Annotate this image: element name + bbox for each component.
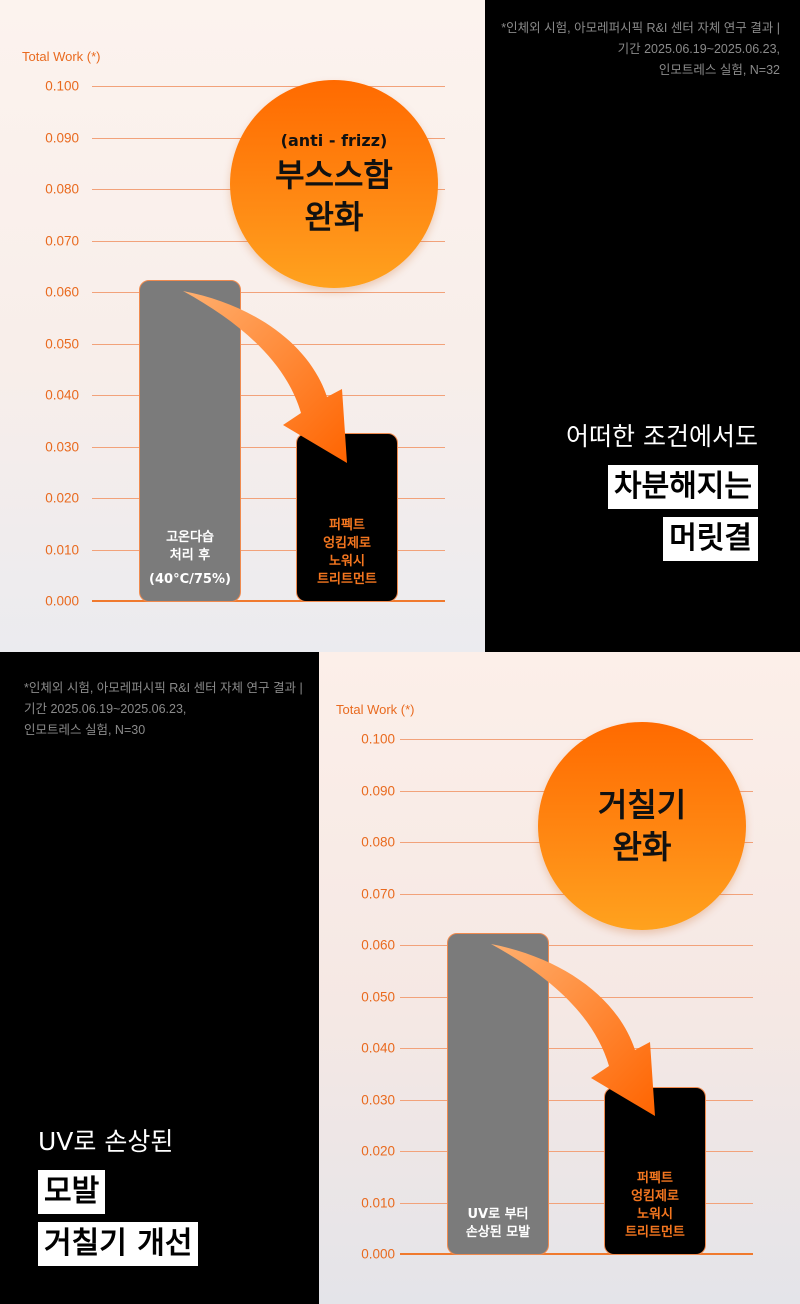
y-tick-label: 0.100 <box>361 731 395 747</box>
headline-highlight: 차분해지는 <box>608 465 758 509</box>
y-tick-label: 0.050 <box>361 989 395 1004</box>
footnote-line: 기간 2025.06.19~2025.06.23, <box>617 42 780 56</box>
y-tick-label: 0.000 <box>45 593 79 609</box>
y-tick-label: 0.010 <box>361 1195 395 1210</box>
y-tick-label: 0.080 <box>361 834 395 850</box>
badge-frizz: (anti - frizz) 부스스함 완화 <box>230 80 438 288</box>
bar-label-line: 퍼펙트 <box>637 1171 673 1186</box>
bar-before-roughness: UV로 부터 손상된 모발 <box>447 933 549 1255</box>
y-tick-label: 0.080 <box>45 181 79 197</box>
badge-title-line: 완화 <box>304 197 364 236</box>
y-tick-label: 0.060 <box>361 937 395 953</box>
bar-label-line: 퍼펙트 <box>329 518 365 533</box>
y-tick-label: 0.010 <box>45 542 79 557</box>
y-tick-label: 0.000 <box>361 1246 395 1262</box>
gridline <box>400 739 753 740</box>
headline-roughness: UV로 손상된 모발 거칠기 개선 <box>38 1122 199 1266</box>
footnote-line: 인모트레스 실험, N=30 <box>24 723 146 737</box>
bar-label-line: 엉킴제로 <box>323 536 371 551</box>
y-tick-label: 0.020 <box>361 1143 395 1159</box>
badge-title-line: 완화 <box>612 828 672 866</box>
y-tick-label: 0.070 <box>45 233 79 248</box>
y-tick-label: 0.030 <box>361 1092 395 1107</box>
bar-label-line: 엉킴제로 <box>631 1189 679 1204</box>
y-tick-label: 0.020 <box>45 490 79 506</box>
badge-title-line: 부스스함 <box>275 155 393 194</box>
footnote-roughness: *인체외 시험, 아모레퍼시픽 R&I 센터 자체 연구 결과 | 기간 202… <box>24 678 303 741</box>
badge-title-line: 거칠기 <box>597 786 687 824</box>
y-tick-label: 0.040 <box>45 387 79 403</box>
bar-label-line: 트리트먼트 <box>317 572 377 587</box>
y-tick-label: 0.090 <box>361 783 395 798</box>
y-axis-title: Total Work (*) <box>336 702 415 717</box>
bar-label-line: 손상된 모발 <box>465 1225 531 1240</box>
bar-after-frizz: 퍼펙트 엉킴제로 노워시 트리트먼트 <box>296 433 398 602</box>
y-axis-title: Total Work (*) <box>22 49 101 64</box>
x-axis-baseline <box>92 600 445 602</box>
headline-lead: 어떠한 조건에서도 <box>566 422 758 451</box>
footnote-line: *인체외 시험, 아모레퍼시픽 R&I 센터 자체 연구 결과 | <box>24 681 303 695</box>
y-tick-label: 0.030 <box>45 439 79 454</box>
y-tick-label: 0.040 <box>361 1040 395 1056</box>
bar-label: UV로 부터 손상된 모발 <box>466 1206 530 1242</box>
headline-frizz: 어떠한 조건에서도 차분해지는 머릿결 <box>566 417 758 561</box>
bar-label-line: 노워시 <box>637 1207 673 1222</box>
footnote-line: 인모트레스 실험, N=32 <box>658 63 780 77</box>
y-tick-label: 0.050 <box>45 336 79 351</box>
bar-after-roughness: 퍼펙트 엉킴제로 노워시 트리트먼트 <box>604 1087 706 1255</box>
badge-roughness: 거칠기 완화 <box>538 722 746 930</box>
footnote-frizz: *인체외 시험, 아모레퍼시픽 R&I 센터 자체 연구 결과 | 기간 202… <box>501 18 780 81</box>
x-axis-baseline <box>400 1253 753 1255</box>
bar-label: 퍼펙트 엉킴제로 노워시 트리트먼트 <box>317 517 377 589</box>
headline-lead: UV로 손상된 <box>38 1127 174 1156</box>
headline-highlight: 머릿결 <box>663 517 758 561</box>
gridline <box>92 498 445 499</box>
bar-label-line: (40°C/75%) <box>149 572 231 587</box>
footnote-line: 기간 2025.06.19~2025.06.23, <box>24 702 187 716</box>
bar-label: 고온다습 처리 후 (40°C/75%) <box>149 529 231 589</box>
bar-label-line: 트리트먼트 <box>625 1225 685 1240</box>
badge-subtitle: (anti - frizz) <box>280 130 388 150</box>
bar-label-line: 처리 후 <box>169 548 211 563</box>
y-tick-label: 0.090 <box>45 130 79 145</box>
bar-label: 퍼펙트 엉킴제로 노워시 트리트먼트 <box>625 1170 685 1242</box>
y-tick-label: 0.060 <box>45 284 79 300</box>
gridline <box>92 86 445 87</box>
gridline <box>400 1202 753 1204</box>
y-tick-label: 0.070 <box>361 886 395 901</box>
footnote-line: *인체외 시험, 아모레퍼시픽 R&I 센터 자체 연구 결과 | <box>501 21 780 35</box>
headline-highlight: 거칠기 개선 <box>38 1222 199 1266</box>
bar-label-line: 고온다습 <box>166 530 214 545</box>
bar-label-line: UV로 부터 <box>467 1207 529 1222</box>
bar-before-frizz: 고온다습 처리 후 (40°C/75%) <box>139 280 241 602</box>
bar-label-line: 노워시 <box>329 554 365 569</box>
headline-highlight: 모발 <box>38 1170 106 1214</box>
y-tick-label: 0.100 <box>45 78 79 94</box>
gridline <box>400 1151 753 1152</box>
gridline <box>92 549 445 551</box>
